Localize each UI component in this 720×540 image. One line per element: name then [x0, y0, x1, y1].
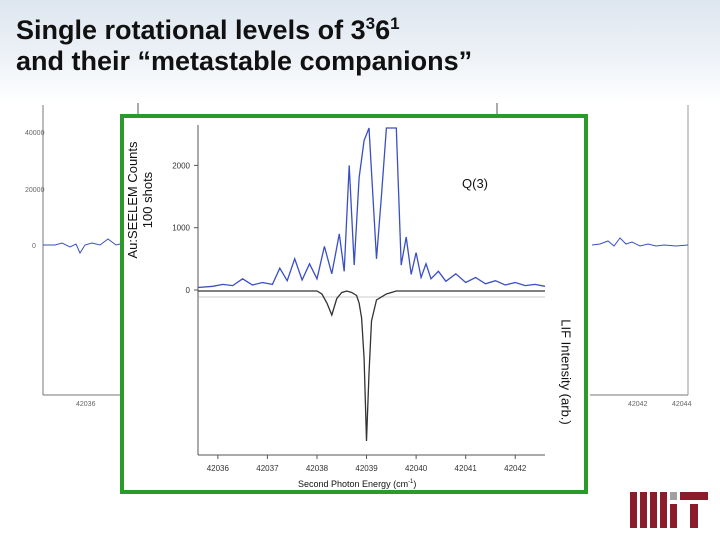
svg-text:42044: 42044 [672, 401, 692, 408]
x-axis-label: Second Photon Energy (cm-1) [298, 479, 417, 489]
x-tick-label: 42036 [207, 464, 230, 473]
mit-logo [630, 492, 708, 528]
x-tick-label: 42039 [355, 464, 378, 473]
x-tick-label: 42038 [306, 464, 329, 473]
q3-annotation: Q(3) [462, 176, 488, 191]
y-tick-label: 0 [186, 286, 191, 295]
svg-text:42036: 42036 [76, 401, 96, 408]
svg-text:0: 0 [32, 243, 36, 250]
y-axis-label-left: Au:SEELEM Counts 100 shots [125, 141, 155, 259]
y-tick-label: 2000 [172, 161, 190, 170]
x-tick-label: 42041 [455, 464, 478, 473]
svg-text:20000: 20000 [25, 187, 45, 194]
seelem-series-line [197, 127, 546, 289]
title-band [0, 0, 720, 105]
slide-title: Single rotational levels of 3361 and thei… [16, 14, 473, 76]
x-tick-label: 42042 [504, 464, 527, 473]
y-axis-label-right: LIF Intensity (arb.) [558, 319, 574, 425]
lif-series-line [198, 290, 545, 442]
y-tick-label: 1000 [172, 224, 190, 233]
x-tick-label: 42040 [405, 464, 428, 473]
x-tick-label: 42037 [256, 464, 279, 473]
svg-text:40000: 40000 [25, 130, 45, 137]
svg-text:42042: 42042 [628, 401, 648, 408]
